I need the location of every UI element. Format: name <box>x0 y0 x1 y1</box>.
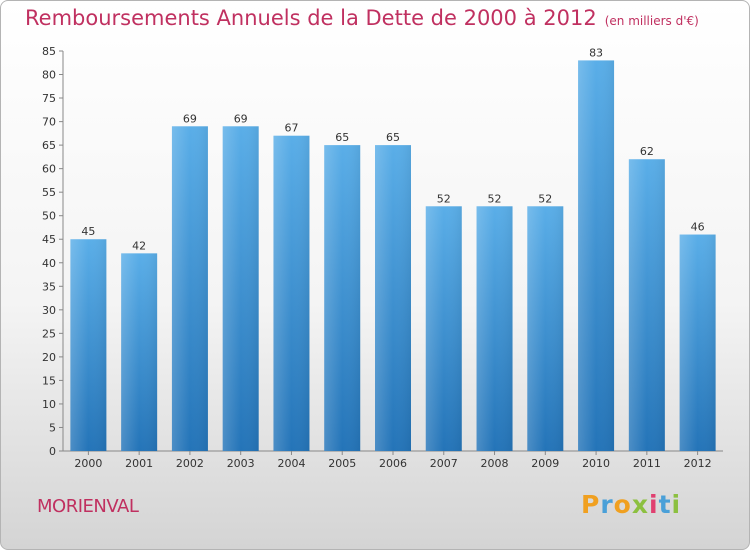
bar-shine-2000 <box>70 239 107 451</box>
x-tick-label-2006: 2006 <box>379 457 407 470</box>
logo-letter: i <box>671 490 682 519</box>
y-tick-label: 55 <box>42 186 56 199</box>
x-tick-label-2001: 2001 <box>125 457 153 470</box>
bar-shine-2006 <box>375 145 411 451</box>
logo-letter: i <box>649 490 659 519</box>
bar-shine-2004 <box>273 135 310 452</box>
data-label-2001: 42 <box>132 239 146 252</box>
y-tick-label: 85 <box>42 45 56 58</box>
bar-shine-2007 <box>425 206 462 451</box>
chart-title: Remboursements Annuels de la Dette de 20… <box>25 6 699 30</box>
data-label-2011: 62 <box>640 145 654 158</box>
y-tick-label: 30 <box>42 304 56 317</box>
y-axis: 0 5 10 15 20 25 30 35 40 45 50 55 60 65 70 75 80 85 <box>42 45 64 458</box>
x-tick-label-2004: 2004 <box>277 457 305 470</box>
bar-shine-2011 <box>628 159 665 451</box>
x-tick-label-2003: 2003 <box>227 457 255 470</box>
bar-shine-2002 <box>171 126 208 451</box>
x-axis: 2000 2001 2002 2003 2004 2005 2006 2007 2008 2009… <box>63 450 723 470</box>
bar-shine-2012 <box>679 234 716 451</box>
logo-letter: x <box>631 490 649 519</box>
bar-shine-2008 <box>476 206 513 451</box>
logo-letter: P <box>581 490 601 519</box>
data-label-2009: 52 <box>538 192 552 205</box>
data-label-2003: 69 <box>234 112 248 125</box>
x-tick-label-2002: 2002 <box>176 457 204 470</box>
data-label-2012: 46 <box>691 221 705 234</box>
y-tick-label: 40 <box>42 257 56 270</box>
place-name: MORIENVAL <box>37 496 139 517</box>
data-label-2000: 45 <box>81 225 95 238</box>
y-tick-label: 0 <box>49 445 56 458</box>
bars: 45 42 69 69 67 65 65 52 52 52 83 62 46 <box>70 46 716 452</box>
data-label-2010: 83 <box>589 46 603 59</box>
data-label-2002: 69 <box>183 112 197 125</box>
y-tick-label: 5 <box>49 421 56 434</box>
logo-letter: t <box>658 490 672 519</box>
x-tick-label-2009: 2009 <box>531 457 559 470</box>
y-tick-label: 20 <box>42 351 56 364</box>
x-tick-label-2011: 2011 <box>633 457 661 470</box>
y-tick-label: 10 <box>42 398 56 411</box>
data-label-2008: 52 <box>488 192 502 205</box>
x-tick-label-2008: 2008 <box>481 457 509 470</box>
logo-letter: r <box>600 490 614 519</box>
y-tick-label: 70 <box>42 116 56 129</box>
y-tick-label: 35 <box>42 280 56 293</box>
y-tick-label: 80 <box>42 69 56 82</box>
data-label-2004: 67 <box>284 122 298 135</box>
chart-title-text: Remboursements Annuels de la Dette de 20… <box>25 6 597 30</box>
chart-unit: (en milliers d'€) <box>604 14 699 28</box>
x-tick-label-2005: 2005 <box>328 457 356 470</box>
x-tick-label-2012: 2012 <box>684 457 712 470</box>
bar-shine-2005 <box>324 145 361 451</box>
y-tick-label: 65 <box>42 139 56 152</box>
x-tick-label-2010: 2010 <box>582 457 610 470</box>
bar-shine-2009 <box>527 206 564 451</box>
y-tick-label: 15 <box>42 374 56 387</box>
x-tick-label-2007: 2007 <box>430 457 458 470</box>
proxiti-logo: Proxiti <box>581 490 681 519</box>
y-tick-label: 75 <box>42 92 56 105</box>
y-tick-label: 60 <box>42 163 56 176</box>
bar-shine-2001 <box>121 253 158 451</box>
data-label-2006: 65 <box>386 131 400 144</box>
logo-letter: o <box>613 490 632 519</box>
y-tick-label: 45 <box>42 233 56 246</box>
bar-shine-2003 <box>222 126 259 451</box>
y-tick-label: 50 <box>42 210 56 223</box>
data-label-2005: 65 <box>335 131 349 144</box>
bar-shine-2010 <box>578 60 615 451</box>
x-tick-label-2000: 2000 <box>74 457 102 470</box>
y-tick-label: 25 <box>42 327 56 340</box>
data-label-2007: 52 <box>437 192 451 205</box>
